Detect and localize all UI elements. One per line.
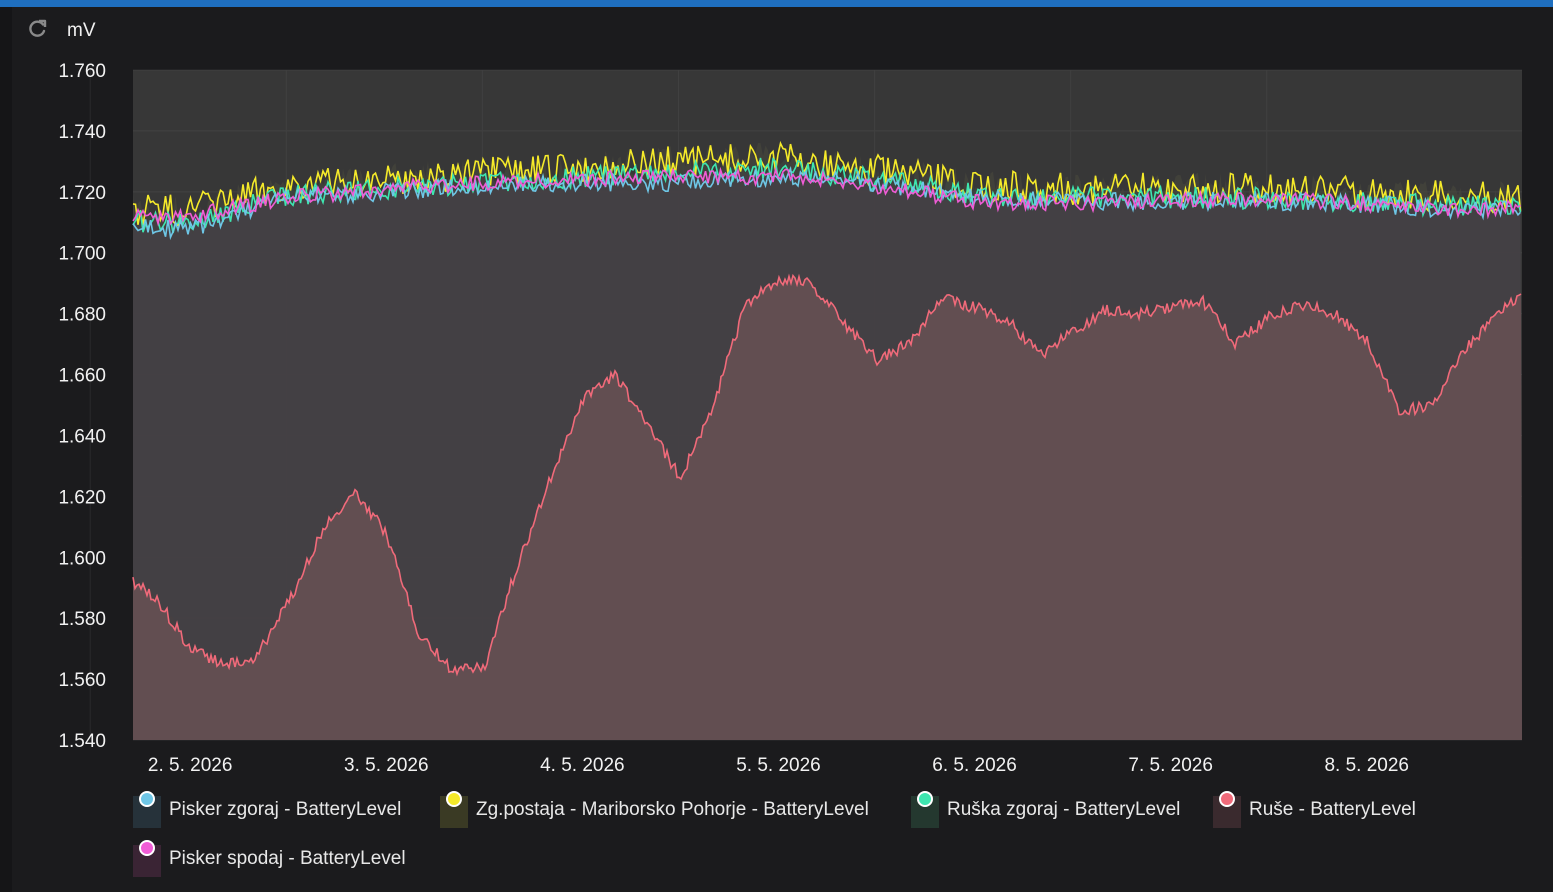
series-line-4 xyxy=(132,166,1521,227)
legend-item-3[interactable]: Ruše - BatteryLevel xyxy=(1213,791,1416,828)
y-tick-label: 1.660 xyxy=(58,366,106,387)
legend-label: Pisker zgoraj - BatteryLevel xyxy=(169,799,402,820)
legend-item-1[interactable]: Zg.postaja - Mariborsko Pohorje - Batter… xyxy=(440,791,869,828)
y-tick-label: 1.680 xyxy=(58,305,106,326)
legend-swatch xyxy=(440,791,470,828)
y-tick-label: 1.540 xyxy=(58,731,106,752)
y-tick-label: 1.620 xyxy=(58,487,106,508)
y-tick-label: 1.740 xyxy=(58,122,106,143)
refresh-icon[interactable] xyxy=(26,18,48,40)
y-tick-label: 1.700 xyxy=(58,244,106,265)
legend-item-2[interactable]: Ruška zgoraj - BatteryLevel xyxy=(911,791,1181,828)
x-tick-label: 3. 5. 2026 xyxy=(344,755,429,776)
y-tick-label: 1.760 xyxy=(58,61,106,82)
legend-swatch xyxy=(133,840,163,877)
x-tick-label: 5. 5. 2026 xyxy=(736,755,821,776)
y-axis-unit-label: mV xyxy=(67,20,96,41)
legend-label: Ruška zgoraj - BatteryLevel xyxy=(947,799,1181,820)
x-tick-label: 4. 5. 2026 xyxy=(540,755,625,776)
window-top-accent-bar xyxy=(0,0,1553,7)
y-tick-label: 1.600 xyxy=(58,548,106,569)
x-tick-label: 8. 5. 2026 xyxy=(1324,755,1409,776)
legend-label: Ruše - BatteryLevel xyxy=(1249,799,1416,820)
ruse-area xyxy=(133,275,1522,740)
legend-label: Zg.postaja - Mariborsko Pohorje - Batter… xyxy=(476,799,869,820)
y-tick-label: 1.640 xyxy=(58,426,106,447)
legend-label: Pisker spodaj - BatteryLevel xyxy=(169,848,406,869)
x-tick-label: 6. 5. 2026 xyxy=(932,755,1017,776)
left-panel-edge xyxy=(0,7,12,892)
x-tick-label: 2. 5. 2026 xyxy=(148,755,233,776)
chart-axes: 1.760 1.740 1.720 1.700 1.680 1.660 1.640 1.620… xyxy=(58,61,1409,776)
legend-item-0[interactable]: Pisker zgoraj - BatteryLevel xyxy=(133,791,402,828)
y-tick-label: 1.720 xyxy=(58,183,106,204)
series-line-3 xyxy=(132,273,1522,677)
legend-swatch xyxy=(1213,791,1243,828)
legend-swatch xyxy=(133,791,163,828)
chart-area-fills xyxy=(133,70,1522,741)
legend-item-4[interactable]: Pisker spodaj - BatteryLevel xyxy=(133,840,406,877)
chart-series-lines xyxy=(132,140,1522,677)
y-tick-label: 1.560 xyxy=(58,670,106,691)
x-tick-label: 7. 5. 2026 xyxy=(1128,755,1213,776)
y-tick-label: 1.580 xyxy=(58,609,106,630)
legend-swatch xyxy=(911,791,941,828)
